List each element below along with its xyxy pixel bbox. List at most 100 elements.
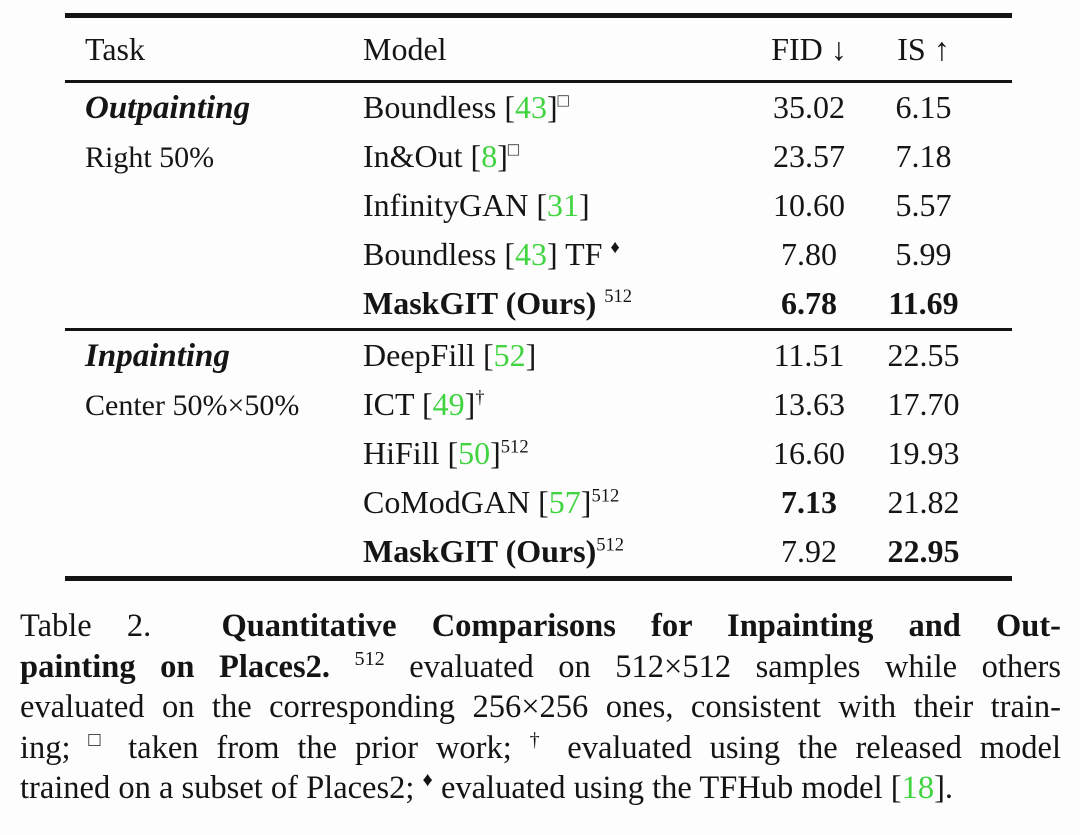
col-header-model: Model	[363, 30, 447, 67]
fid-value: 7.92	[781, 533, 837, 569]
task-subtitle: Right 50%	[85, 141, 215, 174]
model-name: DeepFill	[363, 337, 475, 373]
caption-text: evaluated on 512×512 samples while other…	[384, 648, 1061, 685]
model-superscript: □	[507, 139, 520, 161]
model-name: Boundless	[363, 89, 497, 125]
task-cell: Center 50%×50%	[65, 380, 363, 429]
caption-line: painting on Places2. 512 evaluated on 51…	[20, 647, 1061, 688]
model-cell: Boundless [43]□	[363, 82, 745, 133]
citation-ref: 49	[432, 386, 465, 422]
cite-bracket: [	[496, 89, 515, 125]
model-cell: DeepFill [52]	[363, 330, 745, 381]
fid-value: 7.13	[781, 484, 837, 520]
is-value: 17.70	[887, 386, 960, 422]
model-name: InfinityGAN	[363, 187, 529, 223]
task-cell: Right 50%	[65, 132, 363, 181]
caption-text: evaluated on the corresponding 256×256 o…	[20, 689, 1061, 725]
table-row: HiFill [50]512 16.60 19.93	[65, 429, 1012, 478]
citation-ref: 57	[548, 484, 581, 520]
caption-superscript: □	[88, 728, 111, 751]
fid-value: 7.80	[781, 236, 837, 272]
table-row: CoModGAN [57]512 7.13 21.82	[65, 478, 1012, 527]
cite-bracket: [	[530, 484, 549, 520]
task-cell	[65, 429, 363, 478]
model-name: CoModGAN	[363, 484, 531, 520]
caption-text	[330, 649, 355, 685]
fid-value: 10.60	[773, 187, 845, 223]
section-outpainting: Outpainting Boundless [43]□ 35.02 6.15 Right…	[65, 82, 1012, 330]
table-row: InfinityGAN [31] 10.60 5.57	[65, 181, 1012, 230]
caption-superscript: 512	[354, 647, 385, 670]
model-cell: MaskGIT (Ours)512	[363, 279, 745, 330]
cite-bracket: ]	[464, 386, 476, 422]
cite-bracket: ]	[497, 138, 508, 174]
is-value: 5.99	[895, 236, 952, 272]
is-value: 7.18	[895, 138, 952, 174]
caption-line: Table 2. Quantitative Comparisons for In…	[20, 606, 1061, 647]
fid-value: 16.60	[773, 435, 845, 471]
caption-text: taken from the prior work;	[110, 729, 530, 766]
model-superscript: 512	[596, 534, 625, 556]
model-suffix: TF	[557, 236, 603, 272]
model-cell: MaskGIT (Ours)512	[363, 527, 745, 579]
caption-text: Table 2.	[20, 608, 222, 644]
cite-bracket: ]	[578, 187, 590, 223]
citation-ref: 50	[458, 435, 491, 471]
model-name: MaskGIT (Ours)	[363, 533, 597, 569]
cite-bracket: ]	[547, 236, 558, 272]
section-inpainting: Inpainting DeepFill [52] 11.51 22.55 Center …	[65, 329, 1012, 579]
caption-text: Quantitative Comparisons for Inpainting …	[221, 608, 1061, 644]
table-caption: Table 2. Quantitative Comparisons for In…	[20, 606, 1061, 809]
model-name: ICT	[363, 386, 414, 422]
is-value: 6.15	[895, 89, 952, 125]
caption-text: evaluated using the released model	[549, 729, 1061, 766]
caption-text: trained on a subset of Places2;	[20, 770, 423, 806]
model-cell: In&Out [8]□	[363, 132, 745, 181]
task-subtitle: Center 50%×50%	[85, 389, 300, 422]
model-superscript: ♦	[610, 237, 620, 259]
task-title: Inpainting	[85, 337, 230, 374]
is-value: 22.55	[887, 337, 960, 373]
task-cell	[65, 230, 363, 279]
model-name: HiFill	[363, 435, 440, 471]
model-cell: ICT [49]†	[363, 380, 745, 429]
caption-text: ].	[934, 770, 954, 806]
cite-bracket: [	[474, 337, 494, 373]
fid-value: 35.02	[773, 89, 845, 125]
table-row: MaskGIT (Ours)512 7.92 22.95	[65, 527, 1012, 579]
cite-bracket: ]	[490, 435, 501, 471]
model-cell: HiFill [50]512	[363, 429, 745, 478]
model-superscript: †	[475, 387, 485, 409]
model-superscript: □	[557, 90, 569, 112]
fid-value: 13.63	[773, 386, 845, 422]
col-header-task: Task	[85, 30, 145, 67]
caption-text: ing;	[20, 729, 89, 766]
col-header-fid: FID ↓	[771, 30, 847, 67]
table-row: Right 50% In&Out [8]□ 23.57 7.18	[65, 132, 1012, 181]
header-row: Task Model FID ↓ IS ↑	[65, 16, 1012, 82]
citation-ref: 43	[515, 89, 547, 125]
cite-bracket: [	[413, 386, 433, 422]
task-cell: Outpainting	[65, 82, 363, 133]
table-row: Inpainting DeepFill [52] 11.51 22.55	[65, 330, 1012, 381]
fid-value: 6.78	[781, 285, 837, 321]
table-row: Outpainting Boundless [43]□ 35.02 6.15	[65, 82, 1012, 133]
caption-line: evaluated on the corresponding 256×256 o…	[20, 687, 1061, 728]
cite-bracket: ]	[547, 89, 558, 125]
model-superscript: 512	[604, 286, 633, 308]
model-superscript: 512	[591, 485, 620, 507]
model-cell: CoModGAN [57]512	[363, 478, 745, 527]
cite-bracket: [	[462, 138, 482, 174]
model-superscript: 512	[500, 436, 529, 458]
is-value: 22.95	[887, 533, 960, 569]
task-cell	[65, 279, 363, 330]
model-cell: Boundless [43] TF ♦	[363, 230, 745, 279]
is-value: 21.82	[887, 484, 960, 520]
cite-bracket: ]	[580, 484, 592, 520]
col-header-is: IS ↑	[897, 30, 950, 67]
cite-bracket: ]	[525, 337, 537, 373]
task-cell	[65, 527, 363, 579]
model-cell: InfinityGAN [31]	[363, 181, 745, 230]
citation-ref: 8	[481, 138, 498, 174]
